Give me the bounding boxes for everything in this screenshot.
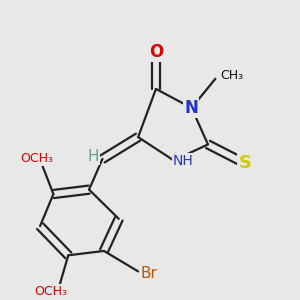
Text: CH₃: CH₃ <box>220 69 243 82</box>
Text: H: H <box>87 149 99 164</box>
Text: Br: Br <box>140 266 158 281</box>
Text: O: O <box>149 43 163 61</box>
Text: OCH₃: OCH₃ <box>34 285 67 298</box>
Text: S: S <box>238 154 252 172</box>
Text: OCH₃: OCH₃ <box>21 152 54 165</box>
Text: N: N <box>184 99 198 117</box>
Text: NH: NH <box>173 154 194 168</box>
